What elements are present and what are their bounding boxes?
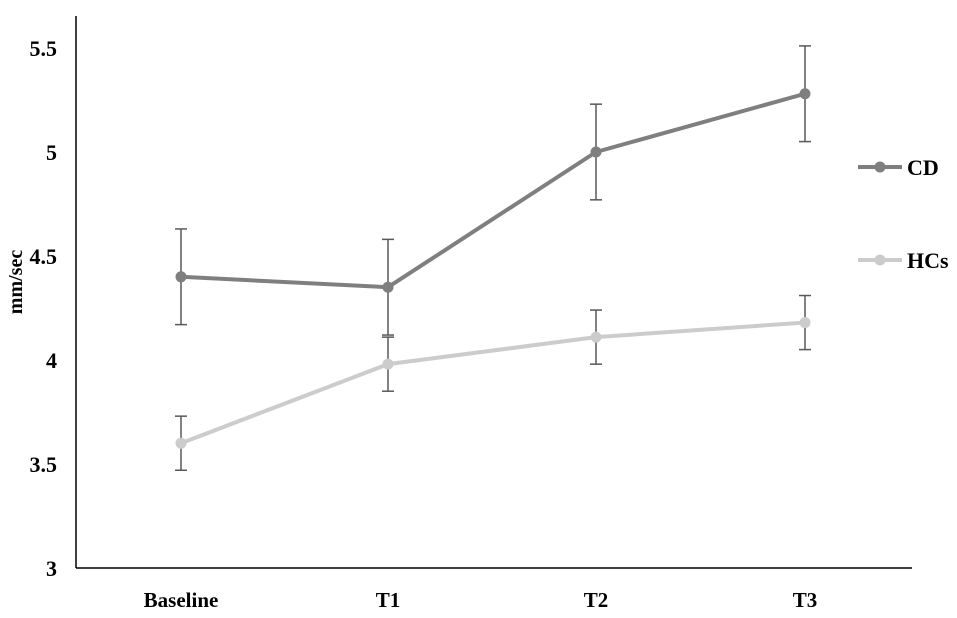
data-point [382,358,394,370]
x-category-label: Baseline [144,588,219,612]
series-line [180,320,806,446]
x-axis-categories: Baseline T1 T2 T3 [144,588,818,612]
y-axis-ticks: 3 3.5 4 4.5 5 5.5 [30,36,58,581]
y-tick-label: 5 [46,140,57,165]
series-layer [175,45,811,471]
y-tick-label: 5.5 [30,36,58,61]
legend-swatch-marker [874,254,886,266]
data-point [590,146,602,158]
x-category-label: T1 [376,588,401,612]
legend-label: HCs [907,248,949,273]
y-tick-label: 3 [46,556,57,581]
y-tick-label: 3.5 [30,452,58,477]
y-tick-label: 4.5 [30,244,58,269]
legend: CD HCs [858,155,949,273]
data-point [175,437,187,449]
data-point [590,331,602,343]
data-point [799,88,811,100]
series-line [180,91,806,290]
axes [75,16,912,569]
x-category-label: T2 [584,588,609,612]
data-point [799,317,811,329]
legend-swatch-marker [874,161,886,173]
y-axis-label: mm/sec [5,250,27,315]
data-point [175,271,187,283]
legend-item-cd: CD [858,155,939,180]
series-cd [175,45,811,336]
y-tick-label: 4 [46,348,57,373]
legend-item-hcs: HCs [858,248,949,273]
series-hcs [175,294,811,471]
legend-label: CD [907,155,939,180]
x-category-label: T3 [793,588,818,612]
data-point [382,281,394,293]
